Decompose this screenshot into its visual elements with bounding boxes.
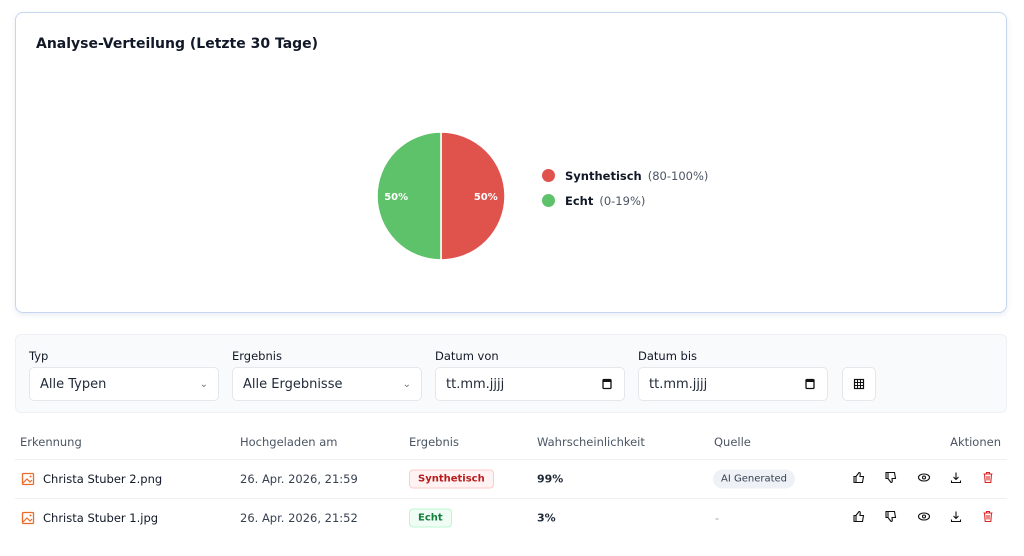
calendar-icon[interactable] (803, 377, 817, 391)
table-row[interactable]: Christa Stuber 2.png 26. Apr. 2026, 21:5… (15, 459, 1007, 498)
legend-item-synthetisch[interactable]: Synthetisch (80-100%) (542, 163, 708, 188)
pie-slice-synthetisch[interactable] (440, 131, 506, 261)
probability: 3% (537, 511, 556, 525)
chart-legend: Synthetisch (80-100%) Echt (0-19%) (542, 163, 708, 213)
date-to-label: Datum bis (638, 349, 698, 363)
date-from-placeholder: tt.mm.jjjj (446, 376, 505, 392)
probability: 99% (537, 472, 564, 486)
header-source: Quelle (714, 435, 751, 449)
date-to-placeholder: tt.mm.jjjj (649, 376, 708, 392)
trash-icon[interactable] (981, 471, 995, 485)
result-badge: Synthetisch (409, 469, 494, 489)
date-from-input[interactable]: tt.mm.jjjj (435, 367, 625, 401)
thumbs-up-icon[interactable] (852, 510, 866, 524)
download-icon[interactable] (949, 471, 963, 485)
pie-data-label: 50% (384, 192, 408, 203)
pie-slice-echt[interactable] (376, 131, 442, 261)
source: - (715, 511, 720, 525)
thumbs-down-icon[interactable] (884, 510, 898, 524)
source: AI Generated (713, 469, 796, 489)
legend-label: Synthetisch (565, 168, 642, 183)
calendar-icon[interactable] (600, 377, 614, 391)
thumbs-up-icon[interactable] (852, 471, 866, 485)
table-row[interactable]: Christa Stuber 1.jpg 26. Apr. 2026, 21:5… (15, 498, 1007, 537)
chevron-down-icon: ⌄ (402, 378, 411, 390)
pie-data-label: 50% (474, 192, 498, 203)
date-from-label: Datum von (435, 349, 499, 363)
header-actions: Aktionen (950, 435, 1001, 449)
type-select[interactable]: Alle Typen ⌄ (29, 367, 219, 401)
table-grid-icon (853, 378, 865, 390)
filter-panel: Typ Alle Typen ⌄ Ergebnis Alle Ergebnisse… (15, 334, 1007, 413)
upload-date: 26. Apr. 2026, 21:52 (240, 511, 358, 525)
result-badge: Echt (409, 508, 452, 528)
chevron-down-icon: ⌄ (199, 378, 208, 390)
result-value: Alle Ergebnisse (243, 376, 343, 392)
download-icon[interactable] (949, 510, 963, 524)
legend-range: (80-100%) (647, 168, 709, 183)
result-label: Ergebnis (232, 349, 282, 363)
file-name[interactable]: Christa Stuber 2.png (43, 472, 163, 486)
image-file-icon (21, 511, 35, 525)
type-label: Typ (29, 349, 49, 363)
header-uploaded[interactable]: Hochgeladen am (240, 435, 338, 449)
upload-date: 26. Apr. 2026, 21:59 (240, 472, 358, 486)
trash-icon[interactable] (981, 510, 995, 524)
thumbs-down-icon[interactable] (884, 471, 898, 485)
date-to-input[interactable]: tt.mm.jjjj (638, 367, 828, 401)
header-probability[interactable]: Wahrscheinlichkeit (537, 435, 645, 449)
pie-chart: 50% 50% (376, 131, 506, 261)
eye-icon[interactable] (917, 510, 931, 524)
column-toggle-button[interactable] (842, 367, 876, 401)
eye-icon[interactable] (917, 471, 931, 485)
header-result[interactable]: Ergebnis (409, 435, 459, 449)
distribution-card: Analyse-Verteilung (Letzte 30 Tage) 50% 5… (15, 12, 1007, 313)
legend-item-echt[interactable]: Echt (0-19%) (542, 188, 708, 213)
header-erkennung[interactable]: Erkennung (20, 435, 82, 449)
image-file-icon (21, 472, 35, 486)
legend-range: (0-19%) (599, 193, 646, 208)
chart-title: Analyse-Verteilung (Letzte 30 Tage) (36, 36, 319, 52)
result-select[interactable]: Alle Ergebnisse ⌄ (232, 367, 422, 401)
legend-dot-green (542, 194, 555, 207)
type-value: Alle Typen (40, 376, 107, 392)
file-name[interactable]: Christa Stuber 1.jpg (43, 511, 159, 525)
legend-dot-red (542, 169, 555, 182)
legend-label: Echt (565, 193, 594, 208)
